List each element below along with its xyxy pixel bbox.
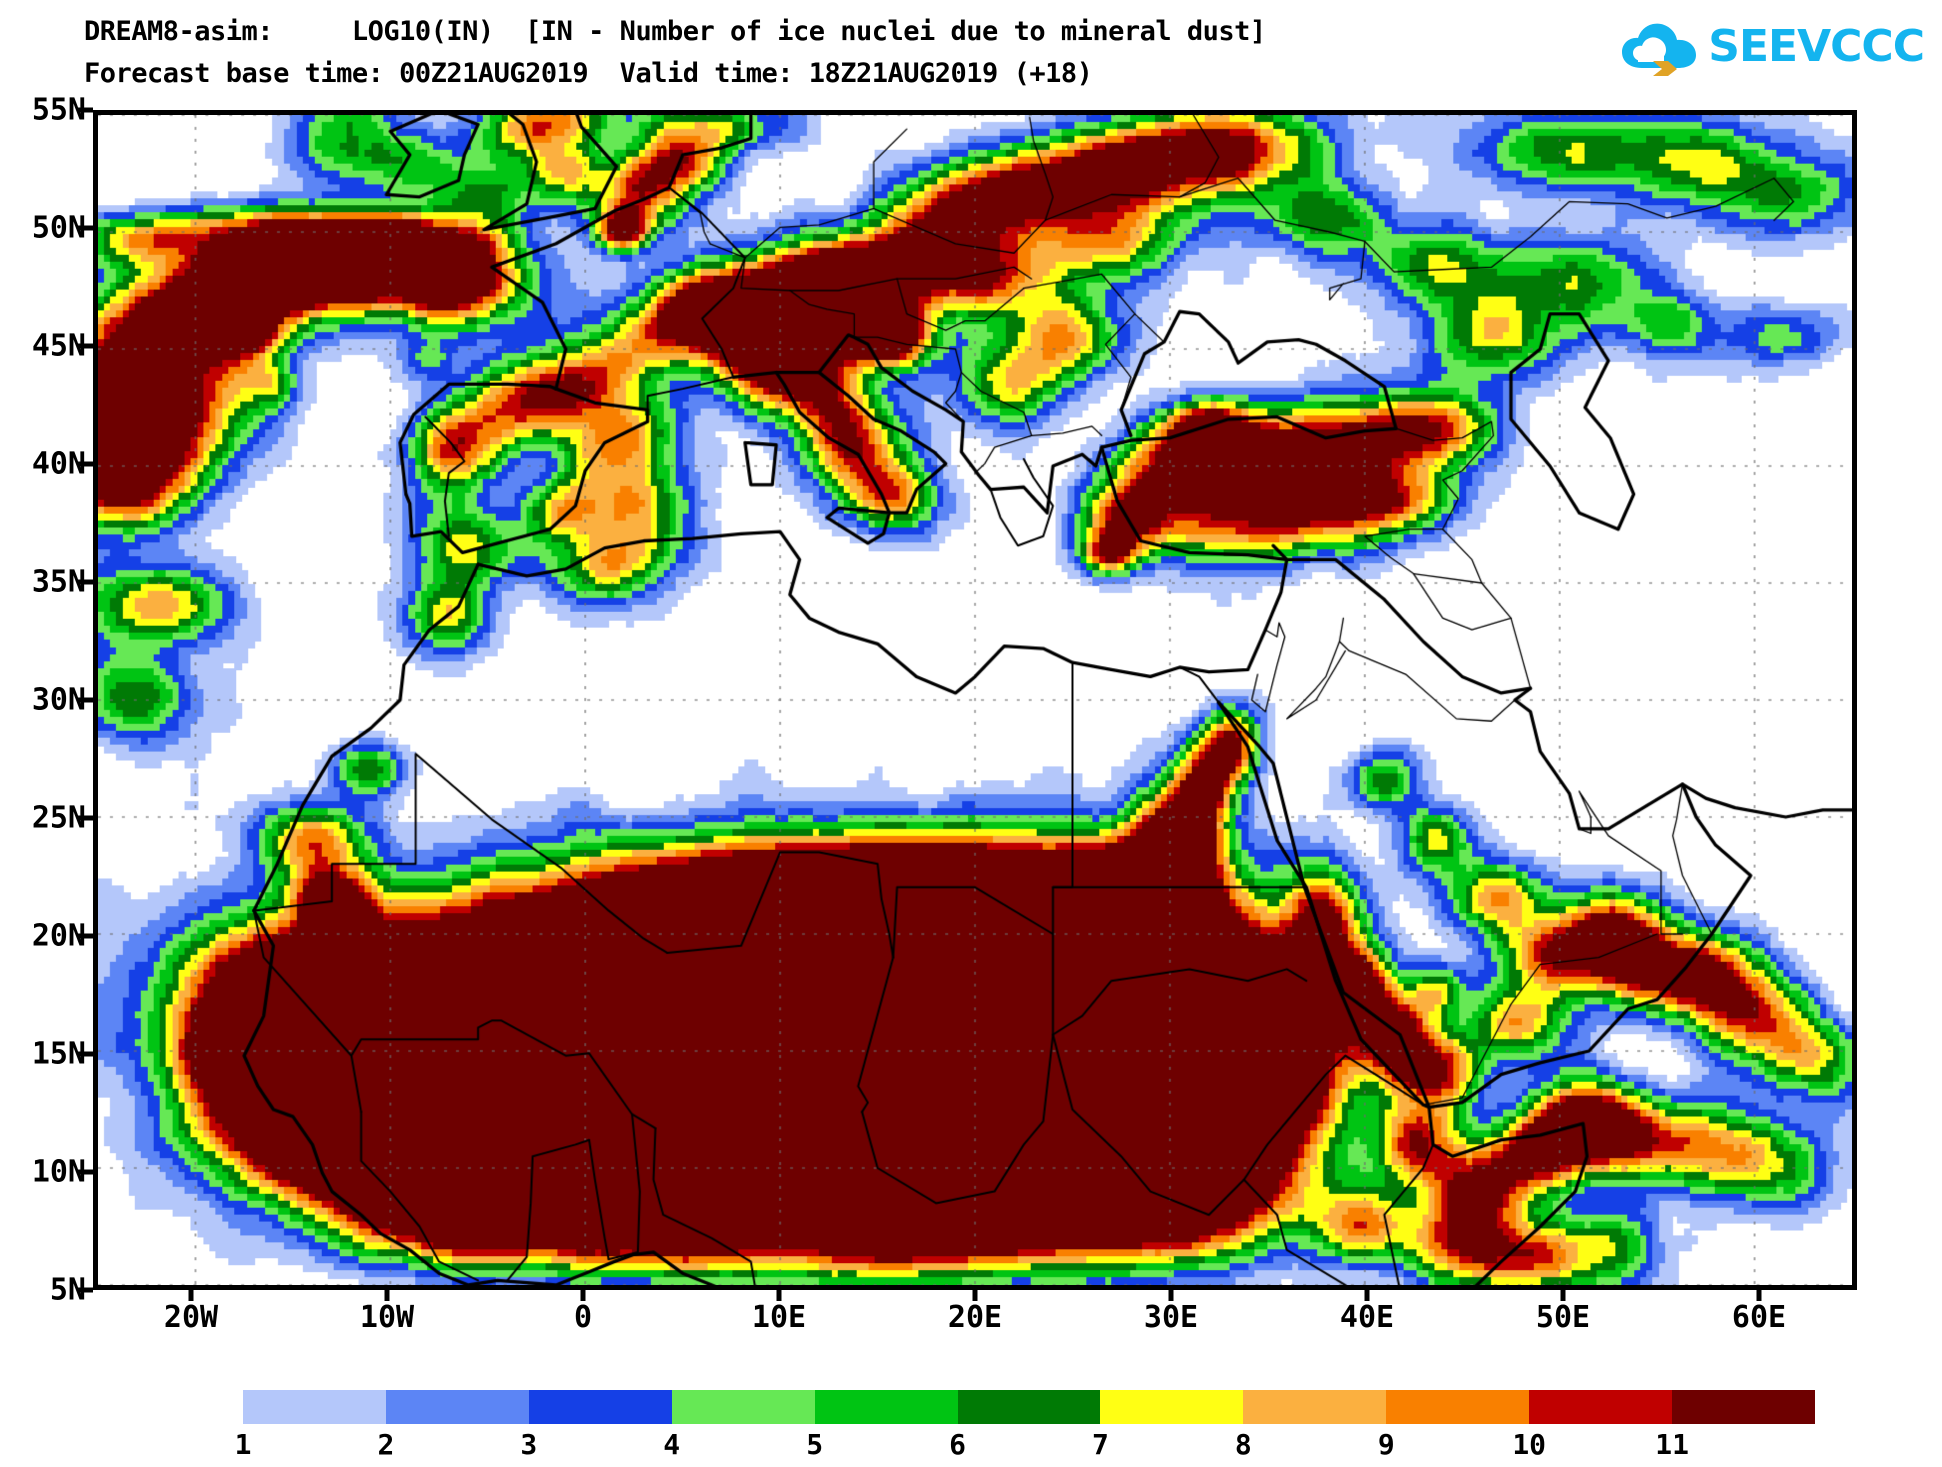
y-axis-tick-mark (77, 815, 93, 821)
colorbar-tick-label: 2 (377, 1428, 395, 1461)
cloud-icon (1622, 23, 1697, 76)
header-title-line: DREAM8-asim: LOG10(IN) [IN - Number of i… (84, 16, 1266, 47)
colorbar-segment (1529, 1390, 1673, 1424)
header: DREAM8-asim: LOG10(IN) [IN - Number of i… (0, 0, 1942, 100)
x-axis-tick-mark (1560, 1285, 1566, 1301)
x-axis-tick-label: 10E (751, 1300, 807, 1335)
y-axis-tick-mark (77, 579, 93, 585)
colorbar-tick-label: 10 (1512, 1428, 1547, 1461)
x-axis-tick-label: 10W (359, 1300, 415, 1335)
colorbar-segment (1243, 1390, 1387, 1424)
x-axis-tick-label: 30E (1143, 1300, 1199, 1335)
y-axis-tick-label: 30N (31, 682, 86, 718)
x-axis-tick-mark (1756, 1285, 1762, 1301)
x-axis-tick-label: 20W (163, 1300, 219, 1335)
y-axis-tick-mark (77, 107, 93, 113)
map-plot-area (93, 110, 1857, 1290)
colorbar-segment (814, 1390, 958, 1424)
y-axis-tick-label: 25N (31, 800, 86, 836)
colorbar (243, 1390, 1815, 1424)
y-axis-tick-label: 55N (31, 92, 86, 128)
colorbar-tick-label: 11 (1655, 1428, 1689, 1461)
x-axis-tick-mark (580, 1285, 586, 1301)
colorbar-segment (1386, 1390, 1530, 1424)
colorbar-segment (1100, 1390, 1244, 1424)
y-axis-tick-mark (77, 933, 93, 939)
x-axis-tick-mark (776, 1285, 782, 1301)
colorbar-segment (385, 1390, 529, 1424)
x-axis-tick-label: 50E (1535, 1300, 1591, 1335)
header-time-line: Forecast base time: 00Z21AUG2019 Valid t… (84, 58, 1093, 89)
y-axis-tick-mark (77, 697, 93, 703)
x-axis-tick-mark (1168, 1285, 1174, 1301)
y-axis-tick-mark (77, 225, 93, 231)
x-axis-tick-label: 60E (1731, 1300, 1787, 1335)
colorbar-segment (671, 1390, 815, 1424)
seevccc-logo: SEEVCCC (1620, 14, 1925, 80)
y-axis-tick-mark (77, 1051, 93, 1057)
colorbar-segment (528, 1390, 672, 1424)
colorbar-tick-label: 5 (806, 1428, 824, 1461)
y-axis-tick-label: 15N (31, 1036, 86, 1072)
x-axis-tick-label: 0 (573, 1300, 593, 1335)
colorbar-tick-label: 8 (1234, 1428, 1252, 1461)
y-axis-tick-mark (77, 1169, 93, 1175)
logo-text: SEEVCCC (1708, 21, 1925, 72)
colorbar-tick-label: 1 (234, 1428, 252, 1461)
y-axis-tick-mark (77, 461, 93, 467)
colorbar-segment (957, 1390, 1101, 1424)
x-axis-tick-mark (972, 1285, 978, 1301)
colorbar-tick-label: 3 (520, 1428, 538, 1461)
y-axis-tick-label: 5N (49, 1272, 86, 1308)
x-axis-tick-mark (384, 1285, 390, 1301)
y-axis-tick-label: 20N (31, 918, 86, 954)
y-axis-tick-label: 40N (31, 446, 86, 482)
colorbar-segment (1672, 1390, 1815, 1424)
colorbar-tick-label: 6 (949, 1428, 966, 1461)
y-axis-tick-label: 10N (31, 1154, 86, 1190)
colorbar-segment (243, 1390, 386, 1424)
y-axis-tick-label: 50N (31, 210, 86, 246)
x-axis-tick-mark (188, 1285, 194, 1301)
y-axis-tick-label: 35N (31, 564, 86, 600)
x-axis-tick-label: 20E (947, 1300, 1003, 1335)
dust-concentration-field (98, 115, 1852, 1285)
y-axis-tick-mark (77, 343, 93, 349)
x-axis-tick-label: 40E (1339, 1300, 1395, 1335)
colorbar-tick-label: 9 (1377, 1428, 1395, 1461)
y-axis-tick-label: 45N (31, 328, 86, 364)
colorbar-tick-label: 4 (663, 1428, 681, 1461)
colorbar-tick-label: 7 (1092, 1428, 1109, 1461)
y-axis-tick-mark (77, 1287, 93, 1293)
x-axis-tick-mark (1364, 1285, 1370, 1301)
